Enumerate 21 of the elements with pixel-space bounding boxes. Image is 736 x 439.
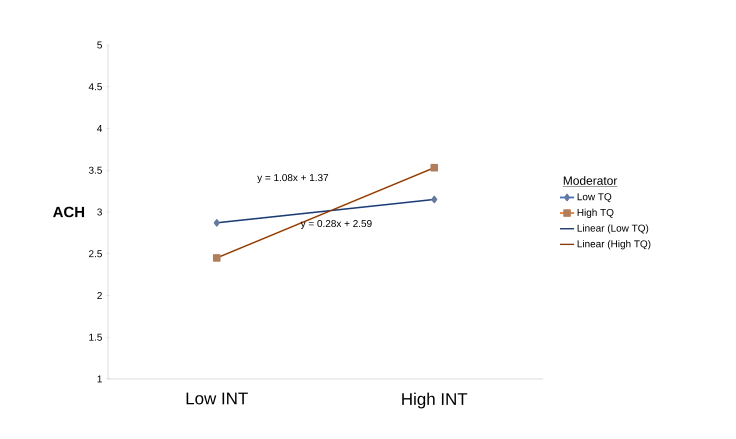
legend-label: Linear (Low TQ): [578, 224, 648, 234]
y-tick-label: 5: [97, 42, 102, 48]
x-tick-label: High INT: [402, 392, 468, 408]
y-axis-title: ACH: [53, 206, 84, 218]
legend-label: Linear (High TQ): [578, 240, 650, 250]
annotation: y = 1.08x + 1.37: [257, 174, 328, 184]
y-tick-label: 1.5: [89, 334, 102, 341]
legend-label: High TQ: [578, 208, 614, 218]
y-tick-label: 4.5: [88, 83, 102, 90]
legend-title: Moderator: [564, 176, 618, 185]
point: [431, 196, 438, 204]
y-tick-label: 2: [97, 292, 102, 299]
x-tick-label: Low INT: [186, 392, 248, 404]
y-tick-label: 1: [98, 376, 102, 382]
legend-label: Low TQ: [578, 193, 612, 202]
y-tick-label: 3: [97, 208, 102, 216]
y-tick-label: 4: [97, 125, 102, 132]
y-tick-label: 2.5: [89, 250, 102, 258]
point: [214, 219, 220, 227]
annotation: y = 0.28x + 2.59: [300, 220, 372, 230]
y-tick-label: 3.5: [88, 166, 102, 174]
